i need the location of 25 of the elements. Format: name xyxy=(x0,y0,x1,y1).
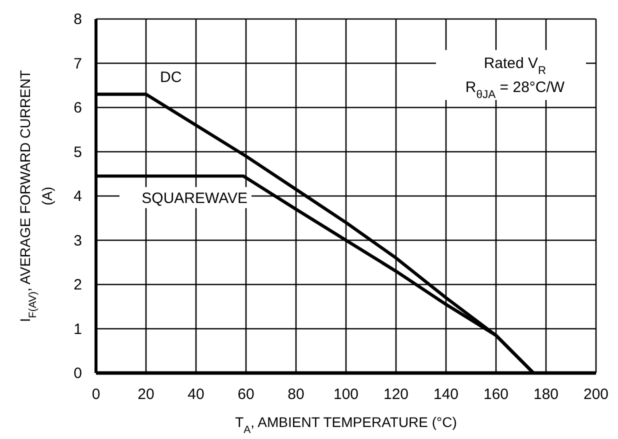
y-tick-label: 7 xyxy=(74,55,82,72)
x-tick-label: 40 xyxy=(188,386,204,403)
x-axis-title: T$_{A}$, AMBIENT TEMPERATURE (°C) xyxy=(235,414,457,436)
y-tick-label: 6 xyxy=(74,100,82,116)
x-tick-label: 120 xyxy=(383,386,409,403)
y-tick-label: 0 xyxy=(74,365,82,382)
series-label: SQUAREWAVE xyxy=(142,190,248,208)
y-tick-label: 2 xyxy=(74,276,82,294)
x-tick-label: 80 xyxy=(288,386,304,403)
x-tick-label: 200 xyxy=(583,386,609,403)
y-tick-label: 5 xyxy=(74,144,82,161)
x-tick-label: 160 xyxy=(483,386,509,403)
x-tick-label: 20 xyxy=(138,386,154,403)
y-tick-label: 1 xyxy=(74,320,82,338)
annotation: R$_{θJA}$ = 28°C/W xyxy=(465,79,566,101)
x-tick-label: 60 xyxy=(238,386,254,403)
annotation: Rated V$_{R}$ xyxy=(484,55,546,77)
y-tick-label: 8 xyxy=(74,11,82,28)
y-tick-label: 4 xyxy=(74,188,82,205)
x-tick-label: 180 xyxy=(533,386,559,403)
x-tick-label: 140 xyxy=(433,386,459,403)
x-tick-label: 100 xyxy=(333,386,359,403)
x-tick-label: 0 xyxy=(92,386,100,403)
y-tick-label: 3 xyxy=(74,232,82,250)
series-label: DC xyxy=(160,69,182,86)
